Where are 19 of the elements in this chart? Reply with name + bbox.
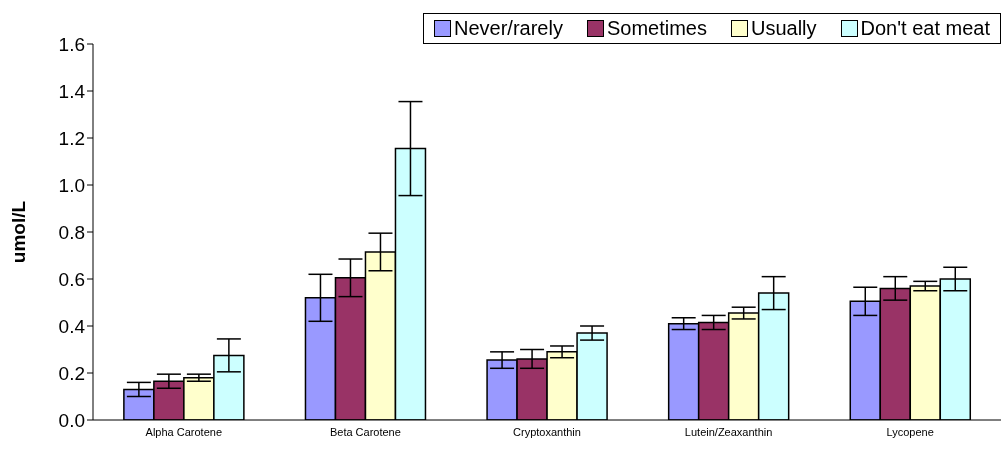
y-tick-label: 0.8 bbox=[58, 221, 85, 243]
x-tick-label: Alpha Carotene bbox=[145, 425, 223, 438]
x-tick-label: Lutein/Zeaxanthin bbox=[684, 425, 773, 438]
y-tick-label: 1.0 bbox=[58, 174, 85, 196]
y-tick-label: 1.4 bbox=[58, 80, 86, 102]
legend-label: Sometimes bbox=[605, 17, 707, 40]
legend-label: Never/rarely bbox=[453, 17, 563, 40]
x-tick-label: Lycopene bbox=[886, 425, 934, 438]
x-tick-label: Cryptoxanthin bbox=[513, 425, 581, 438]
legend-label: Usually bbox=[749, 17, 817, 40]
y-tick-label: 1.6 bbox=[58, 33, 85, 55]
y-tick-label: 0.6 bbox=[58, 268, 85, 290]
y-tick-label: 0.4 bbox=[58, 315, 86, 337]
y-axis-title: umol/L bbox=[7, 200, 29, 264]
y-tick-label: 1.2 bbox=[58, 127, 85, 149]
legend-label: Don't eat meat bbox=[859, 17, 990, 40]
y-tick-label: 0.0 bbox=[58, 409, 85, 431]
x-tick-label: Beta Carotene bbox=[329, 425, 401, 438]
y-tick-label: 0.2 bbox=[58, 362, 85, 384]
